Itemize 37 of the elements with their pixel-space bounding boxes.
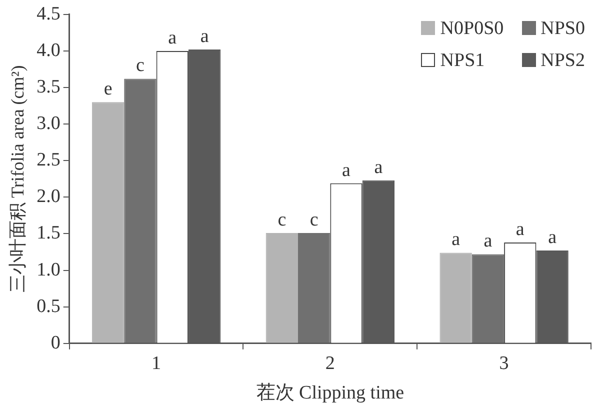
data-label: a <box>168 27 178 48</box>
bar <box>266 233 298 343</box>
y-tick-label: 1.0 <box>36 259 60 280</box>
legend-label: NPS1 <box>439 50 486 72</box>
bar <box>440 252 472 343</box>
legend-label: NPS0 <box>540 18 585 40</box>
bar <box>124 78 156 343</box>
bar <box>92 102 124 343</box>
y-tick-label: 4.0 <box>36 40 60 61</box>
bar <box>298 233 330 343</box>
data-label: a <box>516 218 525 240</box>
y-tick-label: 3.5 <box>36 76 60 98</box>
y-tick-label: 2.5 <box>36 150 60 171</box>
data-label: c <box>136 55 144 76</box>
x-axis-title: 茬次 Clipping time <box>256 382 404 404</box>
data-label: a <box>452 229 461 250</box>
y-tick-label: 1.5 <box>36 222 60 244</box>
legend-label: NPS2 <box>540 50 585 72</box>
y-tick-label: 4.5 <box>36 3 60 24</box>
x-tick-label: 2 <box>325 352 335 374</box>
legend-label: N0P0S0 <box>439 18 504 40</box>
y-tick-label: 0 <box>50 332 60 354</box>
data-label: a <box>548 227 558 248</box>
y-tick-label: 3.0 <box>36 113 60 134</box>
data-label: c <box>310 209 318 230</box>
data-label: a <box>374 156 384 178</box>
bar <box>472 254 504 343</box>
y-axis-title: 三小叶面积 Trifolia area (cm²) <box>8 65 28 292</box>
y-tick-label: 0.5 <box>36 296 60 317</box>
data-label: a <box>342 160 352 181</box>
data-label: e <box>104 78 112 100</box>
y-tick-label: 2.0 <box>36 186 60 208</box>
x-tick-label: 1 <box>152 352 162 374</box>
data-label: a <box>484 230 493 252</box>
data-label: a <box>200 26 210 47</box>
data-label: c <box>278 209 286 230</box>
x-tick-label: 3 <box>499 352 509 374</box>
